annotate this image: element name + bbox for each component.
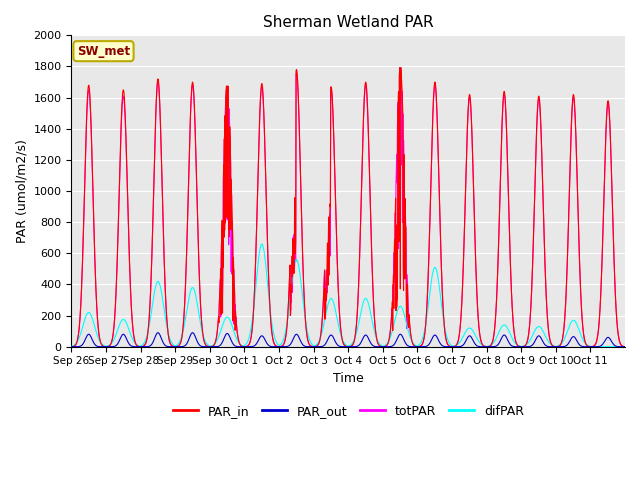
Title: Sherman Wetland PAR: Sherman Wetland PAR	[263, 15, 433, 30]
X-axis label: Time: Time	[333, 372, 364, 385]
Text: SW_met: SW_met	[77, 45, 130, 58]
Y-axis label: PAR (umol/m2/s): PAR (umol/m2/s)	[15, 139, 28, 243]
Legend: PAR_in, PAR_out, totPAR, difPAR: PAR_in, PAR_out, totPAR, difPAR	[168, 400, 529, 423]
